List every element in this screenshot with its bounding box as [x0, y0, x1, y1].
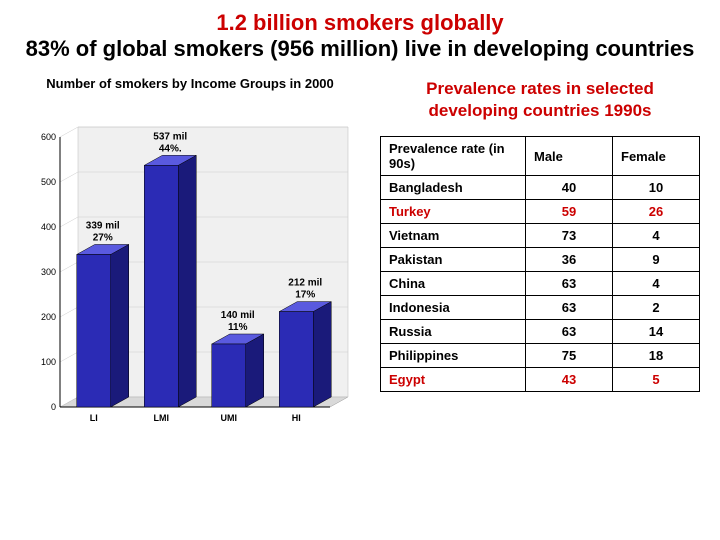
- content-row: Number of smokers by Income Groups in 20…: [20, 70, 700, 437]
- cell-female: 10: [613, 176, 700, 200]
- svg-text:500: 500: [41, 177, 56, 187]
- cell-male: 40: [526, 176, 613, 200]
- table-row: Egypt435: [381, 368, 700, 392]
- svg-text:HI: HI: [292, 413, 301, 423]
- cell-female: 18: [613, 344, 700, 368]
- svg-text:100: 100: [41, 357, 56, 367]
- cell-country: Indonesia: [381, 296, 526, 320]
- prevalence-title: Prevalence rates in selected developing …: [380, 78, 700, 122]
- svg-text:UMI: UMI: [221, 413, 238, 423]
- cell-female: 5: [613, 368, 700, 392]
- cell-male: 73: [526, 224, 613, 248]
- cell-male: 63: [526, 296, 613, 320]
- table-column: Prevalence rates in selected developing …: [380, 70, 700, 437]
- svg-text:44%.: 44%.: [159, 143, 182, 154]
- cell-male: 36: [526, 248, 613, 272]
- title-line1: 1.2 billion smokers globally: [20, 10, 700, 36]
- cell-country: Pakistan: [381, 248, 526, 272]
- table-row: Vietnam734: [381, 224, 700, 248]
- table-row: Russia6314: [381, 320, 700, 344]
- cell-male: 43: [526, 368, 613, 392]
- table-row: Bangladesh4010: [381, 176, 700, 200]
- table-body: Bangladesh4010Turkey5926Vietnam734Pakist…: [381, 176, 700, 392]
- svg-text:LI: LI: [90, 413, 98, 423]
- svg-text:140 mil: 140 mil: [221, 310, 255, 321]
- svg-text:LMI: LMI: [154, 413, 170, 423]
- svg-text:600: 600: [41, 132, 56, 142]
- table-row: Philippines7518: [381, 344, 700, 368]
- table-header-row: Prevalence rate (in 90s) Male Female: [381, 137, 700, 176]
- cell-country: Philippines: [381, 344, 526, 368]
- table-row: Pakistan369: [381, 248, 700, 272]
- title-block: 1.2 billion smokers globally 83% of glob…: [20, 10, 700, 62]
- svg-text:200: 200: [41, 312, 56, 322]
- chart-title: Number of smokers by Income Groups in 20…: [20, 76, 360, 93]
- cell-country: China: [381, 272, 526, 296]
- cell-female: 4: [613, 272, 700, 296]
- cell-country: Turkey: [381, 200, 526, 224]
- cell-country: Egypt: [381, 368, 526, 392]
- svg-text:300: 300: [41, 267, 56, 277]
- bar-chart: 0 100 200 300 400 500 600 339 mil27% LI 537 mil44…: [20, 97, 350, 437]
- svg-text:400: 400: [41, 222, 56, 232]
- cell-female: 14: [613, 320, 700, 344]
- slide: 1.2 billion smokers globally 83% of glob…: [0, 0, 720, 540]
- cell-male: 63: [526, 272, 613, 296]
- col-female: Female: [613, 137, 700, 176]
- cell-female: 2: [613, 296, 700, 320]
- table-head: Prevalence rate (in 90s) Male Female: [381, 137, 700, 176]
- table-row: Turkey5926: [381, 200, 700, 224]
- svg-text:11%: 11%: [228, 322, 248, 333]
- chart-column: Number of smokers by Income Groups in 20…: [20, 70, 360, 437]
- cell-male: 75: [526, 344, 613, 368]
- table-row: China634: [381, 272, 700, 296]
- cell-female: 26: [613, 200, 700, 224]
- svg-text:0: 0: [51, 402, 56, 412]
- cell-country: Russia: [381, 320, 526, 344]
- cell-female: 4: [613, 224, 700, 248]
- prevalence-table: Prevalence rate (in 90s) Male Female Ban…: [380, 136, 700, 392]
- svg-text:537 mil: 537 mil: [153, 131, 187, 142]
- cell-male: 63: [526, 320, 613, 344]
- svg-text:27%: 27%: [93, 232, 113, 243]
- chart-svg: 0 100 200 300 400 500 600 339 mil27% LI 537 mil44…: [20, 97, 350, 437]
- col-male: Male: [526, 137, 613, 176]
- svg-text:339 mil: 339 mil: [86, 220, 120, 231]
- col-country: Prevalence rate (in 90s): [381, 137, 526, 176]
- cell-male: 59: [526, 200, 613, 224]
- cell-female: 9: [613, 248, 700, 272]
- cell-country: Vietnam: [381, 224, 526, 248]
- title-line2: 83% of global smokers (956 million) live…: [20, 36, 700, 62]
- cell-country: Bangladesh: [381, 176, 526, 200]
- svg-text:17%: 17%: [295, 289, 315, 300]
- svg-text:212 mil: 212 mil: [288, 277, 322, 288]
- table-row: Indonesia632: [381, 296, 700, 320]
